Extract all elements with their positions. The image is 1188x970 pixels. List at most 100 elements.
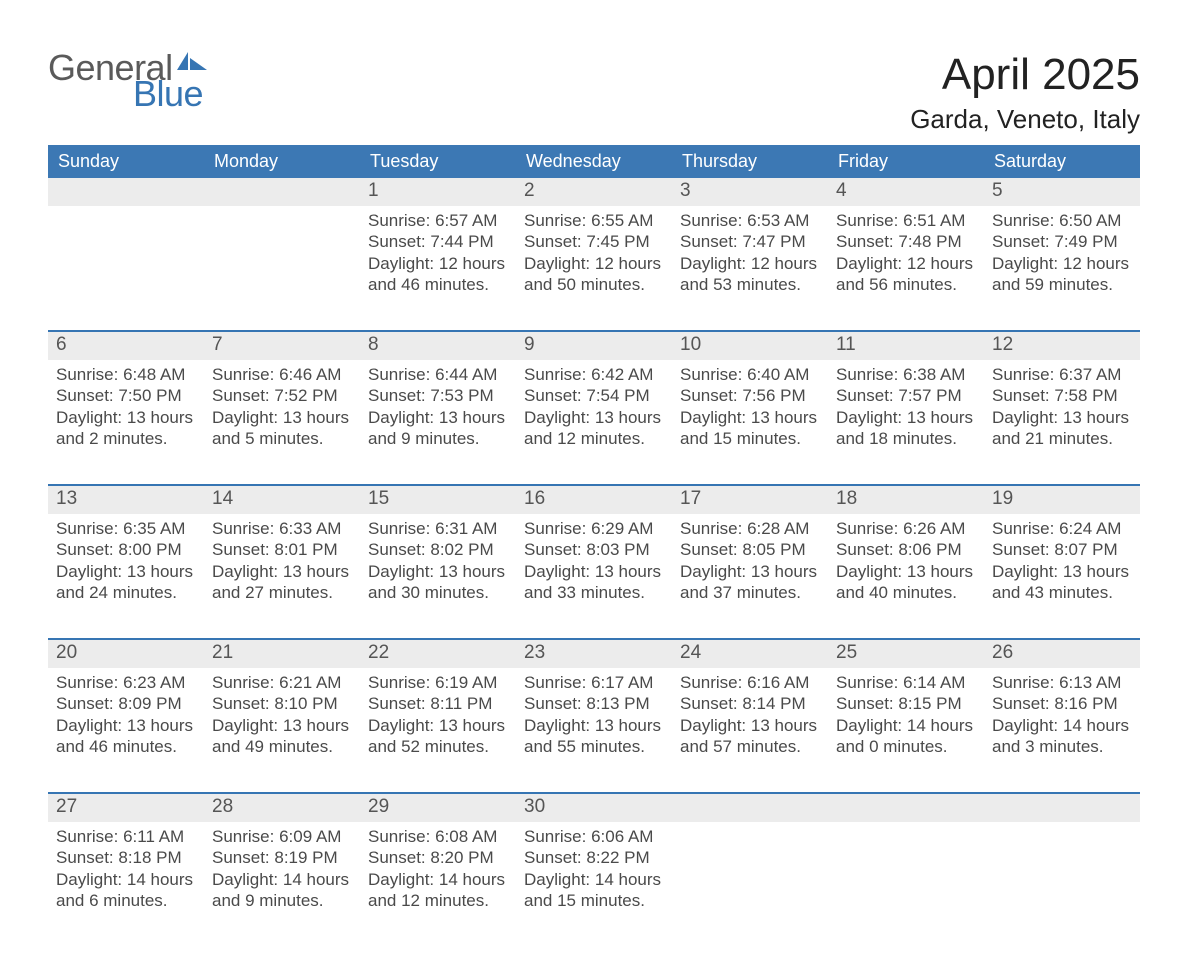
day-info-line: Sunrise: 6:23 AM [56,672,196,693]
dow-wednesday: Wednesday [516,145,672,178]
day-info-line: Daylight: 13 hours [56,715,196,736]
day-info-line: Sunrise: 6:40 AM [680,364,820,385]
day-number [828,794,984,822]
day-number: 15 [360,486,516,514]
day-info-line: Sunrise: 6:55 AM [524,210,664,231]
day-cell: Sunrise: 6:33 AMSunset: 8:01 PMDaylight:… [204,514,360,622]
day-number: 21 [204,640,360,668]
day-info-line: and 53 minutes. [680,274,820,295]
day-number: 14 [204,486,360,514]
day-number-row: 20212223242526 [48,640,1140,668]
day-cell: Sunrise: 6:06 AMSunset: 8:22 PMDaylight:… [516,822,672,930]
day-number: 29 [360,794,516,822]
day-info-line: and 52 minutes. [368,736,508,757]
day-info-line: Sunset: 7:50 PM [56,385,196,406]
day-info-line: Sunset: 7:56 PM [680,385,820,406]
day-info-line: Sunset: 8:00 PM [56,539,196,560]
day-info-line: Sunrise: 6:06 AM [524,826,664,847]
day-info-line: Sunrise: 6:48 AM [56,364,196,385]
day-info-line: and 3 minutes. [992,736,1132,757]
day-number-row: 27282930 [48,794,1140,822]
brand-word2: Blue [133,76,211,112]
day-info-line: and 40 minutes. [836,582,976,603]
day-info-line: and 49 minutes. [212,736,352,757]
day-number: 30 [516,794,672,822]
day-info-line: Sunset: 7:44 PM [368,231,508,252]
day-cell: Sunrise: 6:37 AMSunset: 7:58 PMDaylight:… [984,360,1140,468]
day-cell: Sunrise: 6:57 AMSunset: 7:44 PMDaylight:… [360,206,516,314]
day-info-line: and 27 minutes. [212,582,352,603]
day-info-line: Sunset: 8:20 PM [368,847,508,868]
day-info-line: Daylight: 13 hours [836,407,976,428]
day-cell: Sunrise: 6:42 AMSunset: 7:54 PMDaylight:… [516,360,672,468]
day-info-line: Daylight: 13 hours [368,407,508,428]
day-info-line: Daylight: 12 hours [836,253,976,274]
day-cell: Sunrise: 6:13 AMSunset: 8:16 PMDaylight:… [984,668,1140,776]
day-info-line: Sunset: 8:16 PM [992,693,1132,714]
day-info-line: Sunrise: 6:46 AM [212,364,352,385]
day-info-line: and 12 minutes. [524,428,664,449]
day-cell: Sunrise: 6:48 AMSunset: 7:50 PMDaylight:… [48,360,204,468]
day-info-line: Daylight: 14 hours [212,869,352,890]
day-number: 25 [828,640,984,668]
day-info-line: Sunset: 8:10 PM [212,693,352,714]
calendar-week: 12345Sunrise: 6:57 AMSunset: 7:44 PMDayl… [48,178,1140,314]
day-info-line: Daylight: 13 hours [524,715,664,736]
day-number: 27 [48,794,204,822]
day-number: 23 [516,640,672,668]
day-cell: Sunrise: 6:53 AMSunset: 7:47 PMDaylight:… [672,206,828,314]
day-info-line: Daylight: 13 hours [368,561,508,582]
day-info-line: and 15 minutes. [680,428,820,449]
day-number: 2 [516,178,672,206]
day-cell [672,822,828,930]
day-cell [48,206,204,314]
day-info-line: and 46 minutes. [56,736,196,757]
day-number: 20 [48,640,204,668]
day-info-line: Sunset: 7:58 PM [992,385,1132,406]
day-info-line: Sunset: 7:49 PM [992,231,1132,252]
day-info-line: Daylight: 12 hours [992,253,1132,274]
day-info-line: and 30 minutes. [368,582,508,603]
calendar-grid: Sunday Monday Tuesday Wednesday Thursday… [48,145,1140,930]
day-cell: Sunrise: 6:28 AMSunset: 8:05 PMDaylight:… [672,514,828,622]
day-info-line: Sunrise: 6:51 AM [836,210,976,231]
day-info-line: and 33 minutes. [524,582,664,603]
day-cell [984,822,1140,930]
day-number: 13 [48,486,204,514]
day-info-line: and 55 minutes. [524,736,664,757]
day-info-line: Daylight: 12 hours [368,253,508,274]
day-number-row: 12345 [48,178,1140,206]
day-info-line: and 15 minutes. [524,890,664,911]
day-info-line: and 59 minutes. [992,274,1132,295]
day-cell: Sunrise: 6:40 AMSunset: 7:56 PMDaylight:… [672,360,828,468]
day-info-line: Sunset: 7:48 PM [836,231,976,252]
day-cell: Sunrise: 6:38 AMSunset: 7:57 PMDaylight:… [828,360,984,468]
brand-logo: General Blue [48,50,211,112]
day-number: 22 [360,640,516,668]
day-info-line: Sunrise: 6:37 AM [992,364,1132,385]
day-info-line: Sunset: 8:15 PM [836,693,976,714]
day-cell [204,206,360,314]
dow-monday: Monday [204,145,360,178]
day-info-line: Sunrise: 6:13 AM [992,672,1132,693]
day-info-line: Sunrise: 6:44 AM [368,364,508,385]
day-number [204,178,360,206]
day-info-line: and 12 minutes. [368,890,508,911]
day-info-line: Sunset: 8:05 PM [680,539,820,560]
day-cell: Sunrise: 6:23 AMSunset: 8:09 PMDaylight:… [48,668,204,776]
day-cell: Sunrise: 6:16 AMSunset: 8:14 PMDaylight:… [672,668,828,776]
day-number: 5 [984,178,1140,206]
day-number: 10 [672,332,828,360]
day-info-line: and 6 minutes. [56,890,196,911]
day-info-line: Sunrise: 6:33 AM [212,518,352,539]
day-cell: Sunrise: 6:21 AMSunset: 8:10 PMDaylight:… [204,668,360,776]
calendar-week: 13141516171819Sunrise: 6:35 AMSunset: 8:… [48,484,1140,622]
day-info-line: Sunset: 8:09 PM [56,693,196,714]
day-info-line: Daylight: 13 hours [992,561,1132,582]
day-number: 1 [360,178,516,206]
day-info-line: Sunrise: 6:57 AM [368,210,508,231]
day-info-line: Sunset: 8:03 PM [524,539,664,560]
day-number: 24 [672,640,828,668]
day-cell: Sunrise: 6:31 AMSunset: 8:02 PMDaylight:… [360,514,516,622]
day-info-line: Sunrise: 6:29 AM [524,518,664,539]
